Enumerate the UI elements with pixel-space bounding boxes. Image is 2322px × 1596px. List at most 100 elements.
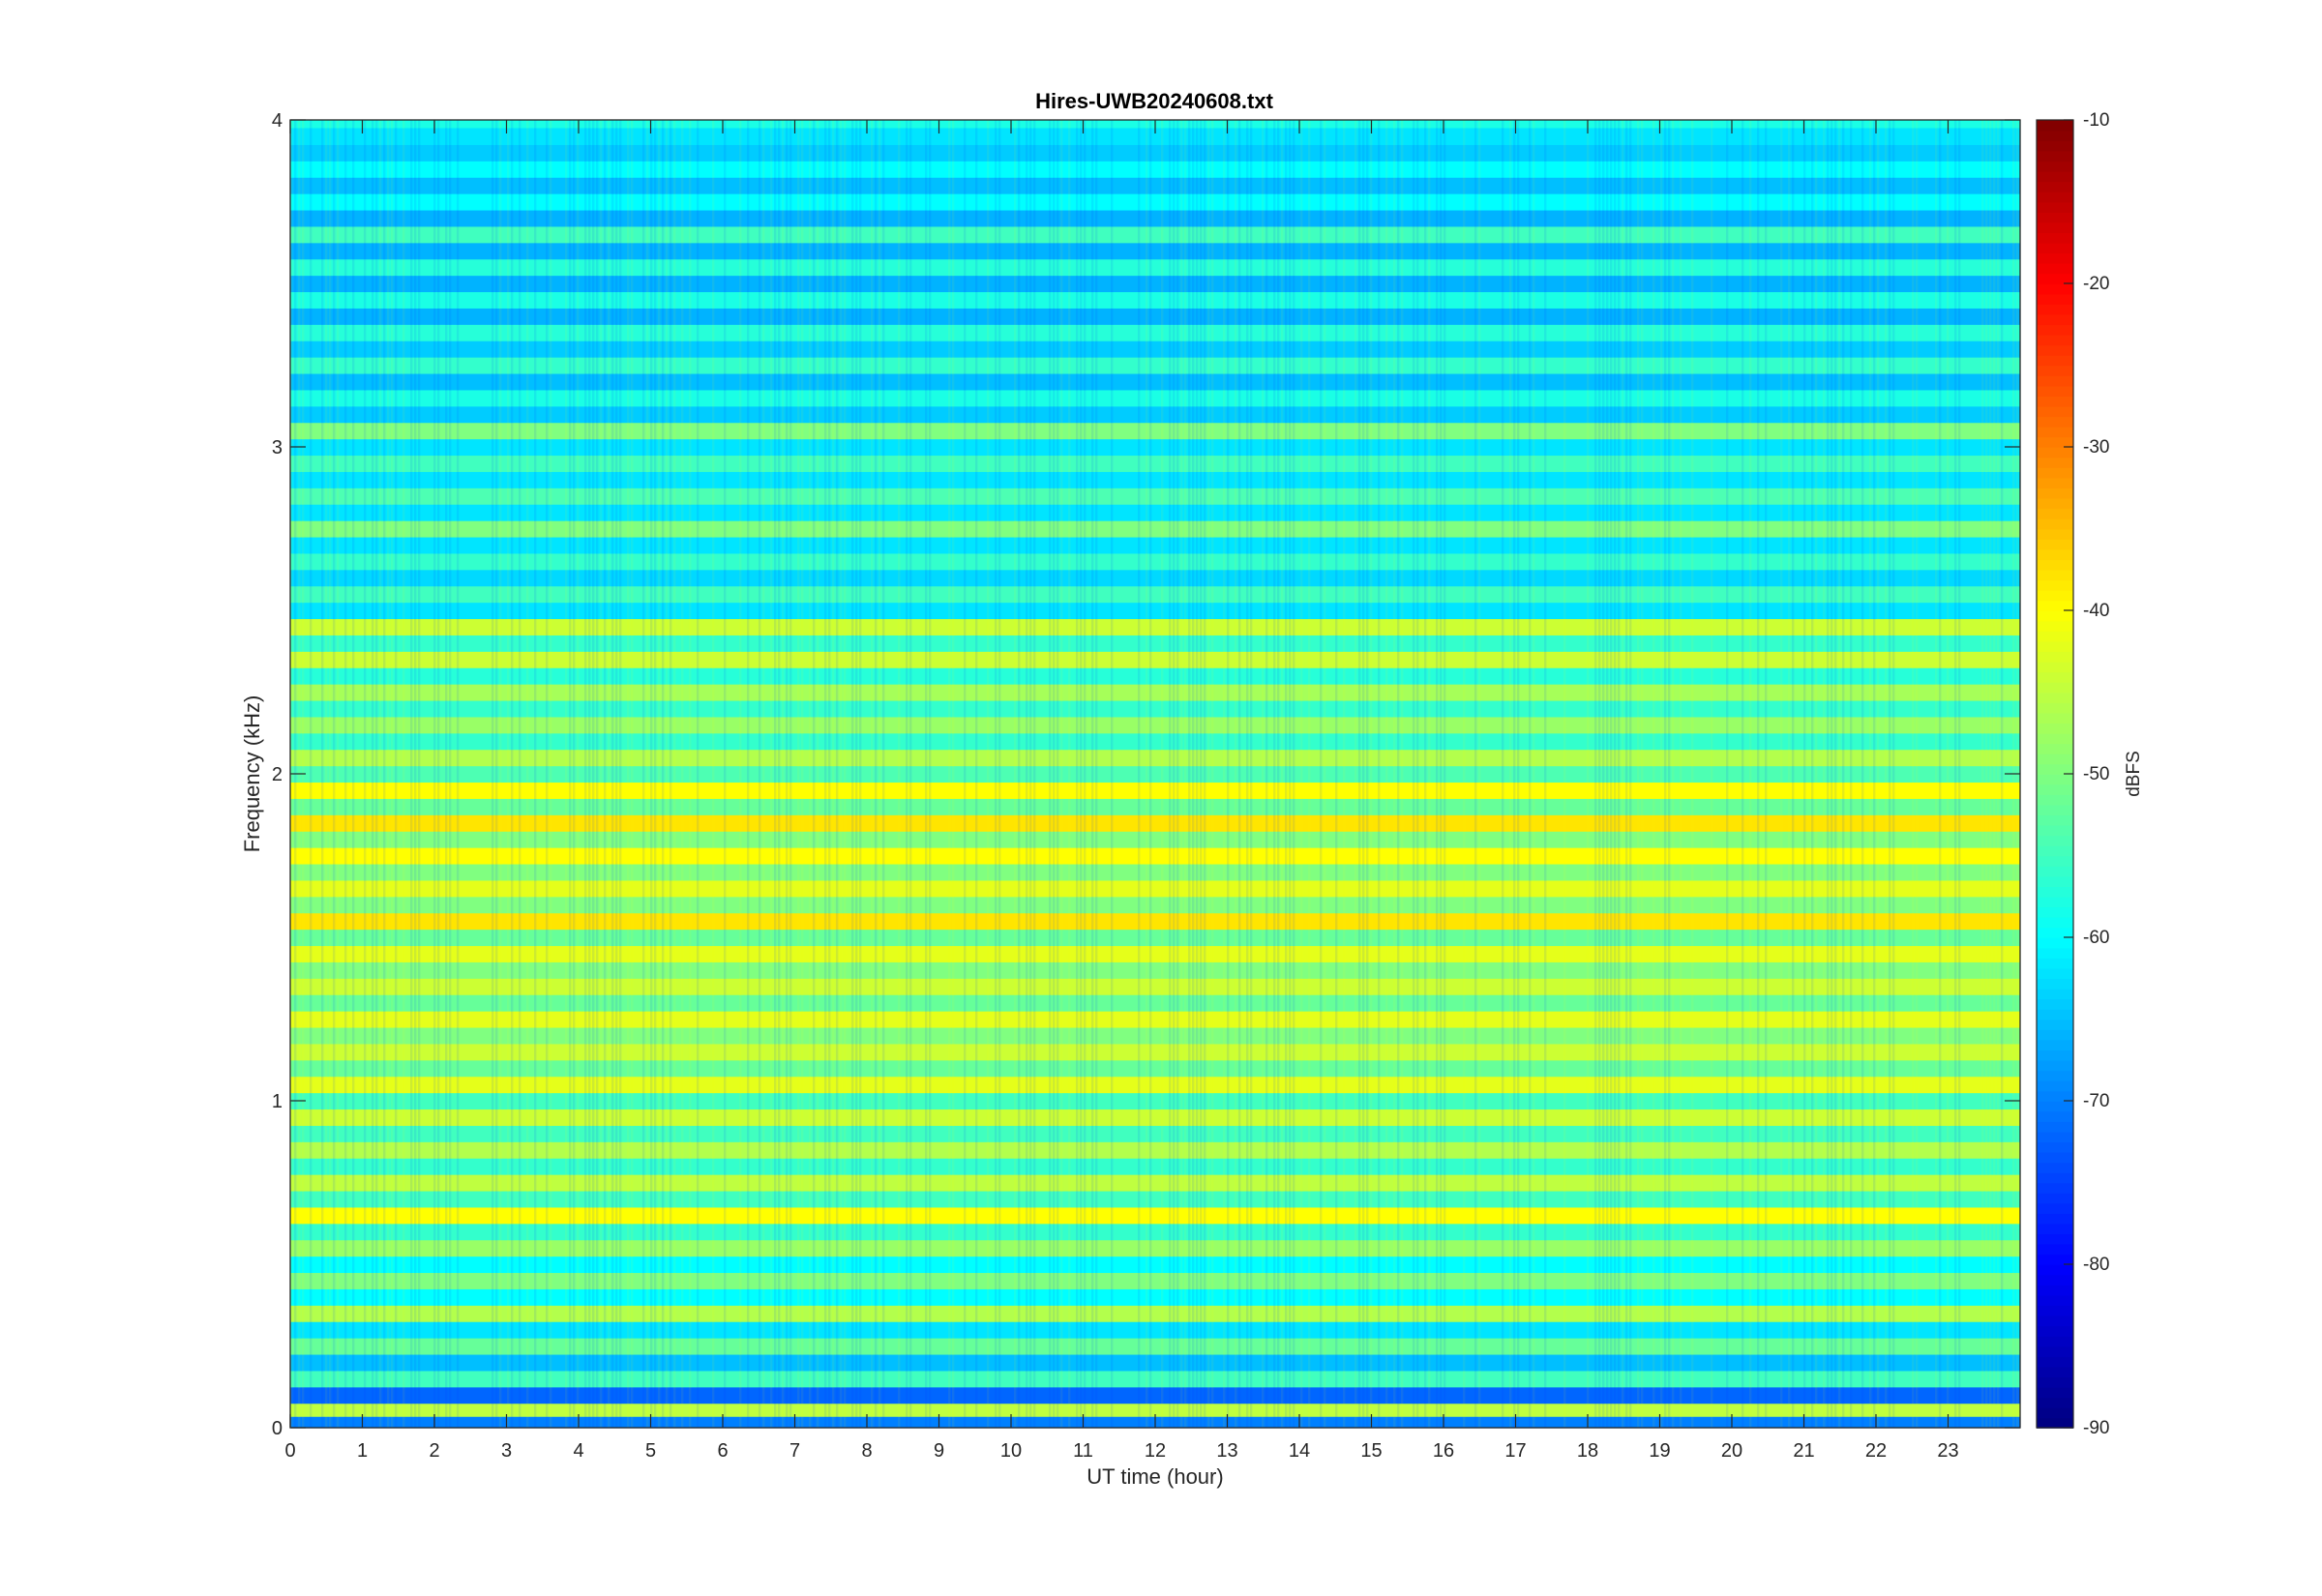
heatmap-texture bbox=[1416, 120, 1419, 1428]
heatmap-texture bbox=[1691, 120, 1694, 1428]
heatmap-band bbox=[290, 896, 2020, 914]
colorbar-segment bbox=[2037, 620, 2073, 632]
heatmap-band bbox=[290, 471, 2020, 488]
heatmap-texture bbox=[437, 120, 440, 1428]
heatmap-texture bbox=[344, 120, 347, 1428]
heatmap-band bbox=[290, 1223, 2020, 1241]
colorbar-segment bbox=[2037, 201, 2073, 213]
heatmap-texture bbox=[596, 120, 599, 1428]
heatmap-texture bbox=[1262, 120, 1265, 1428]
x-tick-label: 0 bbox=[284, 1440, 295, 1462]
heatmap-texture bbox=[1834, 120, 1837, 1428]
heatmap-texture bbox=[1652, 120, 1655, 1428]
colorbar-segment bbox=[2037, 1182, 2073, 1194]
heatmap-texture bbox=[1587, 120, 1590, 1428]
x-tick-label: 1 bbox=[357, 1440, 368, 1462]
x-tick-label: 17 bbox=[1504, 1440, 1526, 1462]
x-tick-label: 15 bbox=[1360, 1440, 1382, 1462]
heatmap-texture bbox=[391, 120, 394, 1428]
chart-title: Hires-UWB20240608.txt bbox=[1035, 89, 1273, 113]
heatmap-texture bbox=[1563, 120, 1566, 1428]
heatmap-texture bbox=[681, 120, 684, 1428]
colorbar-segment bbox=[2037, 1264, 2073, 1276]
heatmap-texture bbox=[851, 120, 854, 1428]
heatmap-texture bbox=[1223, 120, 1226, 1428]
heatmap-band bbox=[290, 389, 2020, 407]
heatmap-texture bbox=[1440, 120, 1443, 1428]
colorbar-segment bbox=[2037, 600, 2073, 611]
x-tick-label: 14 bbox=[1289, 1440, 1310, 1462]
x-tick-label: 19 bbox=[1649, 1440, 1670, 1462]
heatmap-texture bbox=[1610, 120, 1613, 1428]
heatmap-band bbox=[290, 1305, 2020, 1322]
heatmap-band bbox=[290, 814, 2020, 832]
heatmap-texture bbox=[712, 120, 715, 1428]
heatmap-texture bbox=[824, 120, 827, 1428]
heatmap-texture bbox=[1533, 120, 1535, 1428]
colorbar-segment bbox=[2037, 1070, 2073, 1081]
heatmap-band bbox=[290, 651, 2020, 668]
heatmap-band bbox=[290, 1092, 2020, 1110]
colorbar-segment bbox=[2037, 1356, 2073, 1368]
colorbar-segment bbox=[2037, 1233, 2073, 1245]
heatmap-texture bbox=[987, 120, 990, 1428]
x-tick-label: 4 bbox=[573, 1440, 583, 1462]
heatmap-texture bbox=[844, 120, 847, 1428]
heatmap-texture bbox=[457, 120, 460, 1428]
heatmap-texture bbox=[1057, 120, 1059, 1428]
heatmap-band bbox=[290, 1386, 2020, 1404]
heatmap-texture bbox=[1111, 120, 1114, 1428]
colorbar-segment bbox=[2037, 1121, 2073, 1133]
colorbar-segment bbox=[2037, 488, 2073, 499]
colorbar-segment bbox=[2037, 702, 2073, 714]
heatmap-texture bbox=[1300, 120, 1303, 1428]
heatmap-texture bbox=[1742, 120, 1744, 1428]
colorbar-tick-label: -60 bbox=[2083, 928, 2109, 948]
heatmap-texture bbox=[1757, 120, 1760, 1428]
heatmap-texture bbox=[1235, 120, 1237, 1428]
colorbar-segment bbox=[2037, 998, 2073, 1010]
heatmap-band bbox=[290, 405, 2020, 424]
heatmap-band bbox=[290, 929, 2020, 947]
heatmap-texture bbox=[1196, 120, 1199, 1428]
colorbar-label: dBFS bbox=[2124, 751, 2144, 797]
heatmap-texture bbox=[1250, 120, 1253, 1428]
heatmap-texture bbox=[1277, 120, 1280, 1428]
heatmap-texture bbox=[588, 120, 591, 1428]
heatmap-band bbox=[290, 488, 2020, 505]
colorbar-segment bbox=[2037, 1223, 2073, 1235]
heatmap-texture bbox=[1788, 120, 1791, 1428]
colorbar-segment bbox=[2037, 405, 2073, 418]
heatmap-texture bbox=[964, 120, 967, 1428]
colorbar-segment bbox=[2037, 671, 2073, 683]
heatmap-texture bbox=[1385, 120, 1388, 1428]
heatmap-band bbox=[290, 716, 2020, 734]
colorbar-segment bbox=[2037, 579, 2073, 591]
heatmap-texture bbox=[375, 120, 378, 1428]
colorbar-segment bbox=[2037, 365, 2073, 376]
heatmap-texture bbox=[1444, 120, 1446, 1428]
heatmap-texture bbox=[402, 120, 405, 1428]
heatmap-texture bbox=[871, 120, 874, 1428]
heatmap-band bbox=[290, 536, 2020, 554]
heatmap-texture bbox=[1629, 120, 1632, 1428]
colorbar-tick-label: -30 bbox=[2083, 437, 2109, 458]
heatmap-texture bbox=[1393, 120, 1396, 1428]
heatmap-band bbox=[290, 684, 2020, 701]
heatmap-texture bbox=[352, 120, 355, 1428]
heatmap-texture bbox=[325, 120, 328, 1428]
heatmap-band bbox=[290, 193, 2020, 211]
heatmap-band bbox=[290, 225, 2020, 244]
heatmap-texture bbox=[1436, 120, 1439, 1428]
colorbar-segment bbox=[2037, 1386, 2073, 1399]
heatmap-texture bbox=[1207, 120, 1210, 1428]
colorbar-segment bbox=[2037, 866, 2073, 877]
colorbar-segment bbox=[2037, 1131, 2073, 1143]
heatmap-band bbox=[290, 667, 2020, 685]
heatmap-texture bbox=[670, 120, 672, 1428]
colorbar-segment bbox=[2037, 273, 2073, 284]
heatmap-texture bbox=[604, 120, 607, 1428]
heatmap-band bbox=[290, 1321, 2020, 1339]
heatmap-texture bbox=[1622, 120, 1624, 1428]
